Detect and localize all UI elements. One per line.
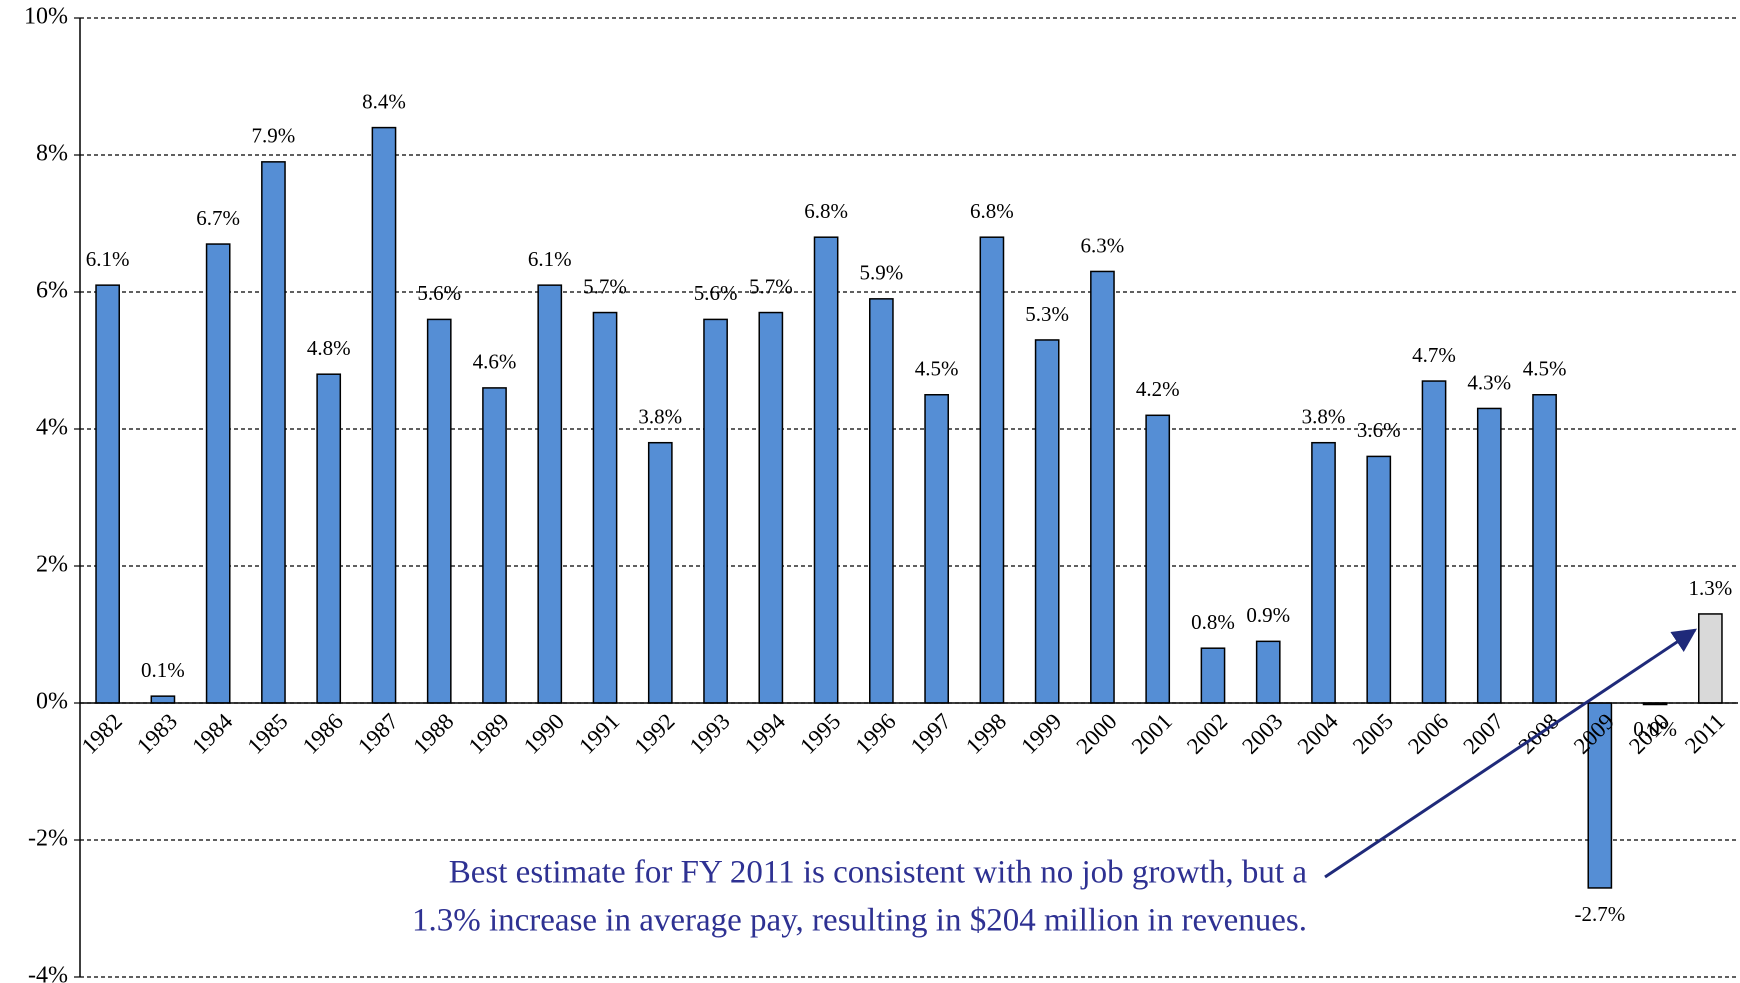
bar: [371, 126, 397, 704]
bar: [1366, 455, 1392, 704]
bar: [703, 318, 728, 704]
bar: [1311, 441, 1336, 704]
y-tick-label: 4%: [36, 415, 68, 441]
data-label: 6.8%: [804, 199, 848, 223]
x-tick-label: 1994: [740, 708, 791, 759]
bar: [1200, 647, 1226, 704]
data-label: 1.3%: [1688, 576, 1732, 600]
data-label: 4.8%: [307, 336, 351, 360]
data-label: 0.1%: [141, 658, 185, 682]
x-tick-label: 1985: [242, 709, 292, 759]
bar: [150, 695, 176, 704]
data-label: 4.5%: [1523, 357, 1567, 381]
x-tick-label: 1990: [519, 709, 569, 759]
bar: [924, 394, 949, 704]
bar: [813, 236, 839, 704]
data-label: 4.3%: [1467, 370, 1511, 394]
bar: [205, 243, 231, 704]
x-tick-label: 1995: [795, 709, 845, 759]
x-tick-label: 2002: [1182, 709, 1232, 759]
bar: [758, 311, 784, 704]
bar: [316, 373, 342, 704]
data-label: 6.7%: [196, 206, 240, 230]
data-label: 4.7%: [1412, 343, 1456, 367]
data-label: 5.6%: [694, 281, 738, 305]
x-tick-label: 1996: [850, 709, 900, 759]
bar: [1090, 270, 1115, 704]
bar: [261, 161, 286, 704]
data-label: 4.2%: [1136, 377, 1180, 401]
y-tick-label: 6%: [36, 278, 68, 304]
x-tick-label: 2011: [1680, 709, 1730, 759]
data-label: 7.9%: [252, 124, 296, 148]
x-tick-label: 2003: [1237, 709, 1287, 759]
data-label: 6.1%: [528, 247, 572, 271]
data-label: 5.3%: [1025, 302, 1069, 326]
x-tick-label: 2007: [1458, 709, 1508, 759]
annotation-arrow: [1324, 628, 1697, 879]
x-tick-label: 1992: [629, 709, 679, 759]
bar: [1698, 613, 1723, 704]
bar: [426, 318, 452, 704]
bar: [1476, 407, 1502, 704]
bar: [647, 441, 673, 704]
data-label: 6.1%: [86, 247, 130, 271]
x-tick-label: 1987: [353, 709, 403, 759]
data-label: 0.9%: [1246, 603, 1290, 627]
data-label: 3.8%: [638, 405, 682, 429]
x-tick-label: 1999: [1016, 709, 1066, 759]
bar: [1532, 394, 1557, 704]
data-label: 5.9%: [859, 261, 903, 285]
bar: [869, 298, 894, 704]
x-tick-label: 2006: [1403, 709, 1453, 759]
x-tick-label: 1991: [574, 709, 624, 759]
data-label: 5.6%: [417, 281, 461, 305]
data-label: 4.6%: [473, 350, 517, 374]
data-label: 0.8%: [1191, 610, 1235, 634]
bar: [482, 387, 507, 704]
data-label: 3.6%: [1357, 418, 1401, 442]
data-label: -2.7%: [1574, 902, 1625, 926]
x-tick-label: 1989: [464, 709, 514, 759]
bar: [1255, 640, 1281, 704]
x-tick-label: 1997: [906, 709, 956, 759]
bar: [95, 284, 120, 704]
data-label: 8.4%: [362, 89, 406, 113]
data-label: 5.7%: [749, 274, 793, 298]
x-tick-label: 1993: [685, 709, 735, 759]
bar: [537, 284, 563, 704]
annotation: 1.3% increase in average pay, resulting …: [412, 903, 1307, 939]
y-tick-label: -4%: [28, 963, 68, 983]
y-tick-label: -2%: [28, 826, 68, 852]
x-tick-label: 2005: [1348, 709, 1398, 759]
y-tick-label: 8%: [36, 141, 68, 167]
x-tick-label: 2004: [1293, 708, 1344, 759]
x-tick-label: 1988: [408, 709, 458, 759]
bar: [1145, 414, 1171, 704]
bar: [592, 311, 618, 704]
data-label: 0.0%: [1633, 717, 1677, 741]
x-tick-label: 1986: [298, 709, 348, 759]
x-tick-label: 2001: [1127, 709, 1177, 759]
y-tick-label: 2%: [36, 552, 68, 578]
data-label: 3.8%: [1302, 405, 1346, 429]
y-tick-label: 0%: [36, 689, 68, 715]
bar: [1034, 339, 1060, 704]
annotation: Best estimate for FY 2011 is consistent …: [449, 855, 1308, 891]
x-tick-label: 1983: [132, 709, 182, 759]
x-tick-label: 1998: [961, 709, 1011, 759]
data-label: 5.7%: [583, 274, 627, 298]
data-label: 6.3%: [1081, 233, 1125, 257]
data-label: 4.5%: [915, 357, 959, 381]
bar: [1421, 380, 1447, 704]
y-tick-label: 10%: [24, 4, 68, 30]
x-tick-label: 1984: [187, 708, 238, 759]
data-label: 6.8%: [970, 199, 1014, 223]
x-tick-label: 2000: [1071, 709, 1121, 759]
bar: [979, 236, 1005, 704]
x-tick-label: 1982: [77, 709, 127, 759]
